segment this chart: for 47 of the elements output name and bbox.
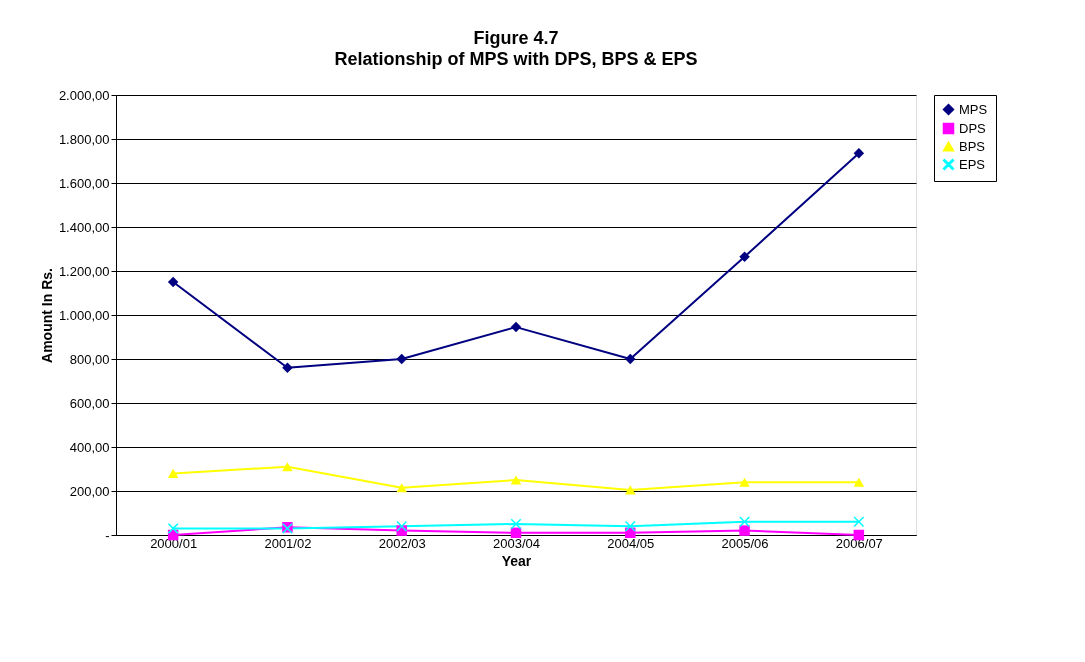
x-tick-label: 2006/07 (835, 535, 883, 551)
point (396, 483, 407, 493)
legend-label: DPS (959, 120, 987, 136)
y-tick-label: 1.400,00 (58, 219, 110, 235)
point (739, 525, 750, 536)
point (167, 523, 179, 534)
y-tick-label: 1.000,00 (58, 307, 110, 323)
y-tick-label: 1.800,00 (58, 131, 110, 147)
legend-label: EPS (959, 156, 986, 172)
y-tick-label: 600,00 (69, 395, 110, 411)
chart-subtitle: Relationship of MPS with DPS, BPS & EPS (334, 49, 698, 69)
point (853, 516, 865, 528)
point (625, 485, 636, 495)
point (853, 148, 865, 159)
y-tick-label: 1.200,00 (58, 263, 110, 279)
point (282, 462, 293, 472)
point (396, 353, 407, 365)
point (510, 475, 522, 485)
x-tick-label: 2001/02 (264, 535, 312, 551)
point (853, 477, 865, 487)
x-tick-label: 2000/01 (150, 535, 198, 551)
point (625, 520, 636, 532)
point (510, 321, 522, 333)
point (739, 251, 750, 262)
x-axis-title: Year (501, 552, 532, 569)
point (282, 362, 293, 374)
x-tick-label: 2002/03 (378, 535, 426, 551)
x-tick-label: 2005/06 (721, 535, 769, 551)
y-tick-label: 2.000,00 (58, 87, 110, 103)
y-tick-label: - (105, 527, 110, 543)
legend-label: MPS (959, 101, 988, 117)
point (167, 276, 179, 288)
point (510, 518, 522, 530)
point (625, 353, 636, 365)
y-tick-label: 800,00 (69, 351, 110, 367)
point (739, 516, 750, 528)
y-tick-label: 400,00 (69, 439, 110, 455)
chart-title: Figure 4.7 (473, 28, 559, 48)
legend-label: BPS (959, 138, 986, 154)
y-tick-label: 200,00 (69, 483, 110, 499)
x-tick-label: 2004/05 (607, 535, 655, 551)
y-tick-label: 1.600,00 (58, 175, 110, 191)
y-axis-title: Amount In Rs. (38, 268, 55, 363)
x-tick-label: 2003/04 (493, 535, 540, 551)
point (167, 468, 179, 478)
point (396, 520, 407, 532)
point (739, 477, 750, 487)
